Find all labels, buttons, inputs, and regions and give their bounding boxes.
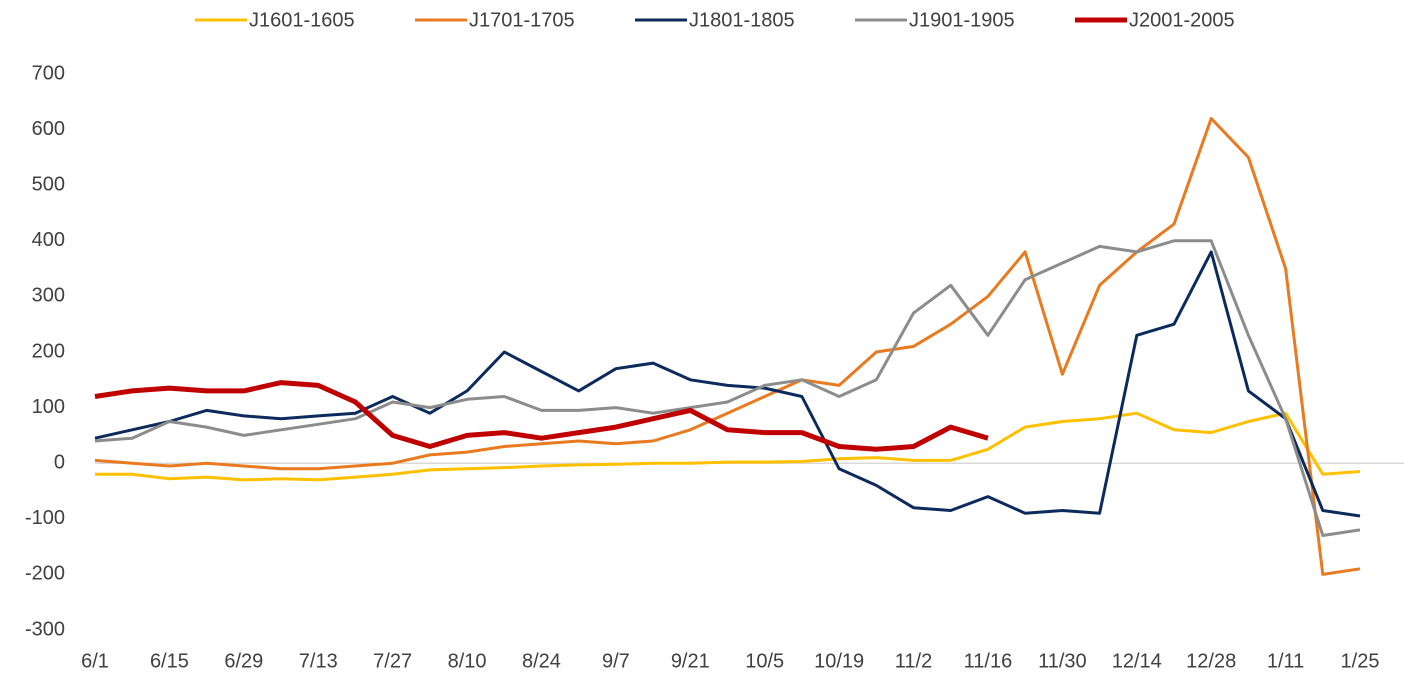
x-tick-label: 9/7	[602, 650, 630, 672]
x-tick-label: 6/15	[150, 650, 189, 672]
y-tick-label: 400	[32, 229, 65, 251]
series-line	[94, 250, 1361, 518]
x-tick-label: 1/11	[1267, 650, 1304, 672]
y-tick-label: 600	[32, 118, 65, 140]
series-line	[94, 239, 1361, 537]
x-tick-label: 7/13	[299, 650, 338, 672]
x-tick-label: 1/25	[1341, 650, 1380, 672]
legend-label: J2001-2005	[1129, 9, 1235, 31]
x-tick-label: 10/19	[814, 650, 864, 672]
legend-label: J1701-1705	[469, 9, 575, 31]
legend-label: J1801-1805	[689, 9, 795, 31]
series-line	[94, 117, 1361, 576]
x-tick-label: 12/14	[1112, 650, 1162, 672]
x-tick-label: 11/16	[964, 650, 1013, 672]
x-tick-label: 6/29	[224, 650, 263, 672]
y-tick-label: 100	[32, 396, 65, 418]
series-line	[95, 411, 1361, 482]
legend-label: J1601-1605	[249, 9, 355, 31]
series-line	[94, 380, 989, 452]
y-tick-label: -100	[25, 507, 65, 529]
x-tick-label: 9/21	[671, 650, 710, 672]
legend-label: J1901-1905	[909, 9, 1015, 31]
x-tick-label: 6/1	[81, 650, 109, 672]
x-tick-label: 8/10	[448, 650, 487, 672]
x-tick-label: 7/27	[373, 650, 412, 672]
x-tick-label: 11/2	[895, 650, 932, 672]
x-tick-label: 8/24	[522, 650, 561, 672]
x-tick-label: 10/5	[745, 650, 784, 672]
y-tick-label: 700	[32, 62, 65, 84]
y-tick-label: -200	[25, 563, 65, 585]
y-tick-label: 500	[32, 173, 65, 195]
y-tick-label: 300	[32, 285, 65, 307]
y-tick-label: -300	[25, 618, 65, 640]
x-tick-label: 12/28	[1186, 650, 1236, 672]
y-tick-label: 0	[54, 451, 65, 473]
y-tick-label: 200	[32, 340, 65, 362]
x-tick-label: 11/30	[1038, 650, 1087, 672]
